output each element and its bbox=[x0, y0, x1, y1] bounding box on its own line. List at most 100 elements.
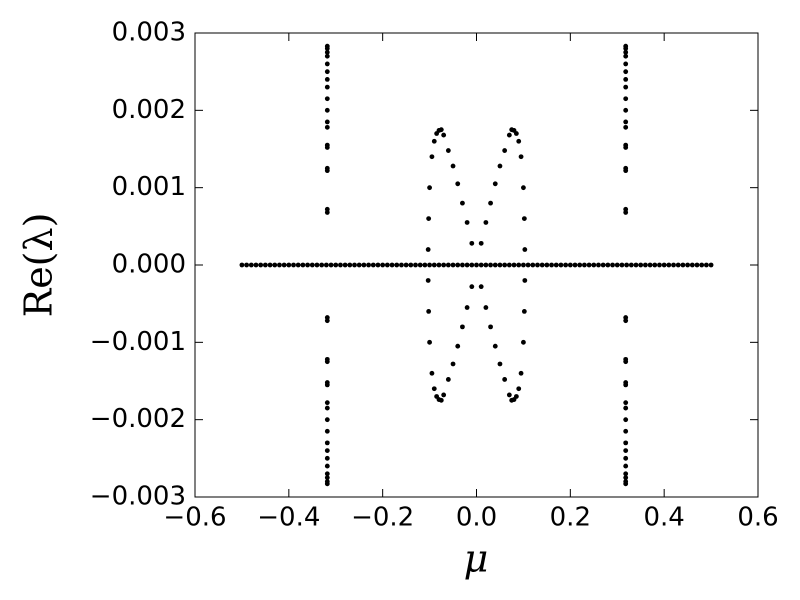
point bbox=[582, 262, 587, 268]
point bbox=[689, 262, 695, 268]
point bbox=[324, 77, 330, 82]
point bbox=[478, 284, 484, 290]
point bbox=[502, 377, 508, 382]
point bbox=[685, 262, 691, 268]
point bbox=[488, 262, 493, 268]
point bbox=[309, 262, 315, 268]
point bbox=[324, 428, 330, 434]
point bbox=[511, 262, 517, 268]
point bbox=[291, 262, 296, 268]
point bbox=[544, 262, 550, 268]
point bbox=[460, 324, 465, 330]
point bbox=[518, 154, 524, 160]
point bbox=[399, 262, 404, 268]
point bbox=[623, 481, 629, 487]
point bbox=[324, 107, 330, 113]
point bbox=[408, 262, 414, 268]
point bbox=[633, 262, 639, 268]
point bbox=[429, 370, 435, 376]
point bbox=[361, 262, 367, 268]
y-tick-label: −0.002 bbox=[90, 404, 186, 434]
point bbox=[356, 262, 362, 268]
point bbox=[324, 53, 330, 59]
point bbox=[623, 475, 629, 481]
x-tick-label: 0.6 bbox=[737, 503, 778, 533]
point bbox=[324, 49, 330, 55]
point bbox=[623, 463, 629, 469]
y-tick-label: 0.003 bbox=[112, 18, 186, 48]
point bbox=[623, 428, 629, 434]
point bbox=[521, 262, 526, 268]
point bbox=[623, 206, 629, 212]
point bbox=[347, 262, 353, 268]
point bbox=[591, 262, 597, 268]
point bbox=[352, 262, 357, 268]
point bbox=[623, 417, 629, 423]
point bbox=[427, 339, 432, 345]
point bbox=[605, 262, 611, 268]
point bbox=[502, 262, 508, 268]
point bbox=[403, 262, 409, 268]
point bbox=[389, 262, 395, 268]
point bbox=[469, 262, 475, 268]
point bbox=[708, 262, 714, 268]
point bbox=[244, 262, 250, 268]
point bbox=[324, 165, 330, 171]
point bbox=[518, 370, 524, 376]
point bbox=[478, 240, 484, 246]
point bbox=[623, 69, 629, 75]
point bbox=[324, 382, 330, 388]
x-tick-label: −0.4 bbox=[257, 503, 320, 533]
point bbox=[277, 262, 282, 268]
point bbox=[513, 131, 519, 136]
point bbox=[488, 324, 493, 330]
point bbox=[272, 262, 278, 268]
point bbox=[434, 394, 440, 399]
point bbox=[324, 119, 330, 125]
point bbox=[441, 262, 447, 268]
point bbox=[464, 305, 470, 310]
point bbox=[450, 163, 456, 169]
point bbox=[445, 148, 451, 153]
point bbox=[492, 343, 498, 349]
point bbox=[506, 132, 512, 138]
point bbox=[483, 220, 489, 225]
point bbox=[652, 262, 658, 268]
point bbox=[426, 309, 432, 314]
point bbox=[657, 262, 662, 268]
point bbox=[516, 386, 522, 392]
point bbox=[324, 405, 330, 411]
point bbox=[478, 262, 484, 268]
y-tick-label: 0.001 bbox=[112, 172, 186, 202]
point bbox=[623, 43, 629, 49]
point bbox=[469, 240, 475, 246]
point bbox=[488, 200, 493, 206]
x-axis-label: μ bbox=[464, 537, 489, 581]
point bbox=[483, 305, 489, 310]
point bbox=[370, 262, 376, 268]
point bbox=[324, 440, 330, 446]
point bbox=[522, 278, 528, 283]
point bbox=[258, 262, 264, 268]
point bbox=[305, 262, 310, 268]
x-tick-label: −0.2 bbox=[351, 503, 414, 533]
point bbox=[328, 262, 334, 268]
point bbox=[324, 448, 330, 453]
point bbox=[319, 262, 325, 268]
point bbox=[324, 463, 330, 469]
y-tick-label: −0.003 bbox=[90, 482, 186, 512]
point bbox=[623, 142, 629, 148]
point bbox=[455, 343, 461, 349]
point bbox=[324, 400, 330, 406]
point bbox=[661, 262, 667, 268]
point bbox=[450, 262, 456, 268]
point bbox=[623, 84, 629, 90]
point bbox=[262, 262, 268, 268]
point bbox=[521, 216, 527, 222]
point bbox=[324, 43, 330, 49]
point bbox=[324, 471, 330, 477]
point bbox=[502, 148, 508, 153]
point bbox=[600, 262, 606, 268]
point bbox=[628, 262, 634, 268]
point bbox=[413, 262, 418, 268]
